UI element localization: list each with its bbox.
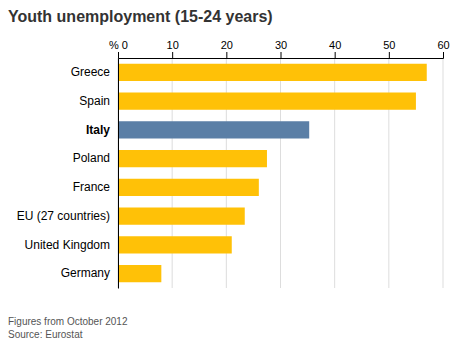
grid-line bbox=[443, 58, 444, 288]
tick-label: Germany bbox=[61, 266, 110, 280]
footnote: Source: Eurostat bbox=[8, 329, 83, 340]
tick: EU (27 countries) bbox=[17, 209, 110, 223]
tick-mark bbox=[172, 52, 173, 58]
bars bbox=[118, 64, 427, 283]
grid bbox=[118, 58, 443, 288]
tick: 40 bbox=[329, 39, 341, 58]
plot: % 0 10 20 30 40 50 60 Greece Spain Italy Poland Fra… bbox=[17, 39, 450, 289]
tick-mark bbox=[335, 52, 336, 58]
tick-label: United Kingdom bbox=[25, 238, 110, 252]
tick: 10 bbox=[167, 39, 179, 58]
y-axis: Greece Spain Italy Poland France EU (27 count… bbox=[17, 59, 119, 289]
x-axis: % 0 10 20 30 40 50 60 bbox=[109, 39, 450, 59]
tick: United Kingdom bbox=[25, 238, 110, 252]
bar bbox=[118, 236, 232, 253]
axis-domain bbox=[118, 59, 119, 289]
tick: 30 bbox=[275, 39, 287, 58]
tick-label: EU (27 countries) bbox=[17, 209, 110, 223]
axis-domain bbox=[119, 52, 444, 59]
bar bbox=[118, 179, 259, 196]
tick-label: 30 bbox=[275, 39, 287, 51]
tick-label: 20 bbox=[221, 39, 233, 51]
tick: Greece bbox=[71, 65, 111, 79]
tick-label: Poland bbox=[73, 151, 110, 165]
tick-label: France bbox=[73, 180, 111, 194]
bar bbox=[118, 64, 427, 81]
chart: Youth unemployment (15-24 years) % 0 10 20 3… bbox=[0, 0, 463, 350]
tick: Poland bbox=[73, 151, 110, 165]
tick-label: 60 bbox=[437, 39, 449, 51]
bar bbox=[118, 150, 267, 167]
tick: Italy bbox=[86, 123, 110, 137]
tick-mark bbox=[389, 52, 390, 58]
tick: 20 bbox=[221, 39, 233, 58]
tick: Germany bbox=[61, 266, 110, 280]
bar bbox=[118, 121, 309, 138]
tick-mark bbox=[281, 52, 282, 58]
tick-mark bbox=[118, 52, 119, 58]
title: Youth unemployment (15-24 years) bbox=[8, 8, 273, 25]
bar bbox=[118, 93, 416, 110]
tick-label: Spain bbox=[79, 94, 110, 108]
tick-label: Italy bbox=[86, 123, 110, 137]
tick: 60 bbox=[437, 39, 449, 58]
tick-mark bbox=[226, 52, 227, 58]
tick: France bbox=[73, 180, 111, 194]
tick-label: Greece bbox=[71, 65, 111, 79]
tick: % 0 bbox=[109, 39, 128, 58]
tick-label: 40 bbox=[329, 39, 341, 51]
tick-label: 50 bbox=[383, 39, 395, 51]
footnote: Figures from October 2012 bbox=[8, 316, 128, 327]
bar bbox=[118, 265, 161, 282]
grid-line bbox=[118, 58, 119, 288]
tick-label: 10 bbox=[167, 39, 179, 51]
bar bbox=[118, 208, 245, 225]
tick-label: % 0 bbox=[109, 39, 128, 51]
tick-mark bbox=[443, 52, 444, 58]
tick: Spain bbox=[79, 94, 110, 108]
tick: 50 bbox=[383, 39, 395, 58]
